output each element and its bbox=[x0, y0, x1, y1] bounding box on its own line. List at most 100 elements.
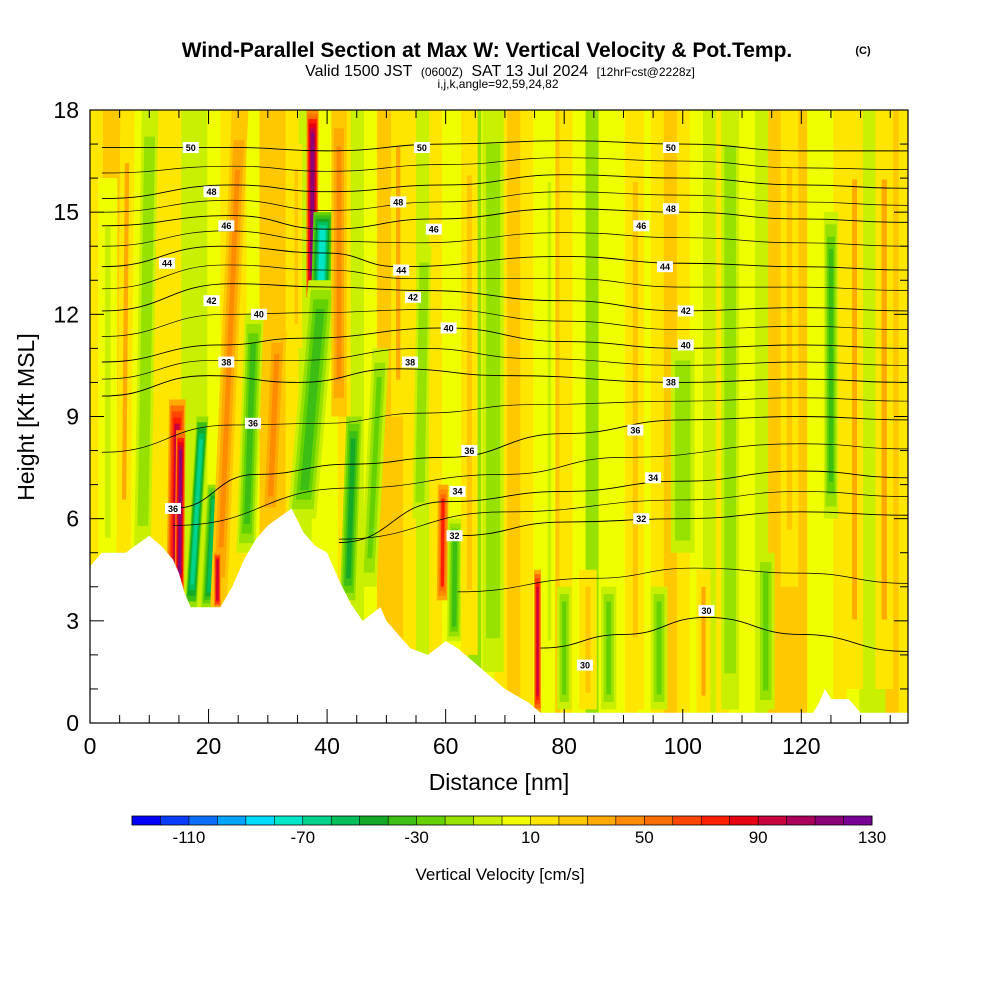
contour-label-text: 40 bbox=[254, 310, 264, 320]
colorbar-swatch bbox=[473, 816, 503, 825]
velocity-cell bbox=[216, 559, 219, 601]
velocity-cell bbox=[294, 168, 299, 324]
colorbar-tick-label: -30 bbox=[404, 828, 429, 847]
plot-area: 50 50 50 48 48 48 46 46 46 44 44 44 42 42 42 40 40 40 38 38… bbox=[90, 110, 908, 723]
contour-label-text: 32 bbox=[450, 531, 460, 541]
velocity-cell bbox=[828, 248, 834, 482]
velocity-cell bbox=[300, 308, 325, 491]
contour-label: 32 bbox=[633, 513, 650, 525]
theta-contour-48 bbox=[101, 174, 908, 199]
contour-label-text: 44 bbox=[660, 262, 670, 272]
contour-label-text: 50 bbox=[186, 143, 196, 153]
velocity-band bbox=[402, 110, 417, 723]
contour-label-text: 38 bbox=[666, 378, 676, 388]
y-tick-label: 15 bbox=[53, 199, 79, 225]
contour-label: 46 bbox=[218, 220, 235, 232]
contour-label-text: 46 bbox=[221, 221, 231, 231]
velocity-cell bbox=[466, 175, 472, 590]
y-tick-label: 9 bbox=[66, 404, 79, 430]
colorbar-tick-label: -110 bbox=[173, 828, 206, 847]
contour-labels: 50 50 50 48 48 48 46 46 46 44 44 44 42 42 42 40 40 40 38 38… bbox=[159, 141, 715, 671]
contour-label: 38 bbox=[662, 376, 679, 388]
contour-label-text: 34 bbox=[452, 487, 462, 497]
colorbar-swatch bbox=[132, 816, 161, 825]
contour-label-text: 40 bbox=[681, 340, 691, 350]
x-tick-label: 40 bbox=[314, 733, 340, 759]
contour-label: 40 bbox=[440, 322, 457, 334]
theta-contour-minor bbox=[101, 308, 908, 337]
velocity-cell bbox=[536, 586, 539, 696]
colorbar-title: Vertical Velocity [cm/s] bbox=[415, 865, 584, 884]
contour-label: 36 bbox=[627, 424, 644, 436]
contour-label: 50 bbox=[662, 141, 679, 153]
contour-label: 36 bbox=[461, 445, 478, 457]
colorbar-swatch bbox=[644, 816, 674, 825]
theta-contour-minor bbox=[338, 491, 908, 540]
contour-label: 48 bbox=[390, 196, 407, 208]
velocity-cell bbox=[104, 227, 111, 538]
velocity-cell bbox=[727, 181, 733, 638]
contour-label: 38 bbox=[218, 356, 235, 368]
contour-label-text: 38 bbox=[221, 357, 231, 367]
colorbar-tick-label: 90 bbox=[749, 828, 768, 847]
velocity-cell bbox=[336, 146, 342, 380]
colorbar-swatch bbox=[331, 816, 360, 825]
velocity-cell bbox=[786, 167, 793, 530]
theta-contour-minor bbox=[101, 230, 908, 247]
velocity-cell bbox=[190, 439, 203, 585]
colorbar-swatch bbox=[758, 816, 787, 825]
colorbar-swatch bbox=[729, 816, 759, 825]
contour-label: 40 bbox=[250, 308, 267, 320]
colorbar-swatch bbox=[672, 816, 702, 825]
y-axis-tick-labels: 0 3 6 9 12 15 18 bbox=[53, 97, 79, 736]
velocity-cell bbox=[562, 601, 567, 695]
theta-contour-34 bbox=[338, 470, 908, 543]
x-axis-label: Distance [nm] bbox=[429, 769, 570, 795]
colorbar-tick-label: 130 bbox=[858, 828, 886, 847]
velocity-band bbox=[507, 110, 521, 723]
contour-label-text: 48 bbox=[207, 187, 217, 197]
colorbar-swatch bbox=[274, 816, 304, 825]
y-tick-label: 3 bbox=[66, 608, 79, 634]
colorbar-swatch bbox=[245, 816, 275, 825]
colorbar bbox=[131, 815, 873, 826]
colorbar-swatch bbox=[388, 816, 417, 825]
colorbar-swatch bbox=[302, 816, 332, 825]
chart-subtitle: Valid 1500 JST (0600Z) SAT 13 Jul 2024 [… bbox=[305, 63, 695, 80]
y-axis-label: Height [Kft MSL] bbox=[13, 333, 39, 500]
colorbar-swatch bbox=[502, 816, 531, 825]
contour-label: 44 bbox=[159, 257, 176, 269]
colorbar-swatch bbox=[160, 816, 190, 825]
velocity-cell bbox=[206, 499, 217, 593]
velocity-cell bbox=[244, 342, 257, 525]
y-tick-label: 12 bbox=[53, 301, 79, 327]
colorbar-swatch bbox=[530, 816, 560, 825]
theta-contour-minor bbox=[457, 567, 908, 593]
theta-contour-38 bbox=[101, 368, 908, 397]
contour-label-text: 42 bbox=[408, 293, 418, 303]
colorbar-swatch bbox=[786, 816, 816, 825]
colorbar-swatch bbox=[558, 816, 588, 825]
theta-contour-minor bbox=[101, 264, 908, 291]
contour-label-text: 44 bbox=[162, 259, 172, 269]
colorbar-swatch bbox=[843, 816, 873, 825]
velocity-cell bbox=[452, 533, 458, 627]
velocity-cell bbox=[701, 586, 706, 696]
contour-label-text: 38 bbox=[405, 357, 415, 367]
potential-temperature-contours bbox=[101, 140, 908, 652]
contour-label: 32 bbox=[446, 530, 463, 542]
contour-label: 42 bbox=[203, 295, 220, 307]
contour-label: 46 bbox=[633, 220, 650, 232]
contour-label-text: 46 bbox=[429, 224, 439, 234]
theta-contour-50 bbox=[101, 140, 908, 152]
contour-label-text: 36 bbox=[248, 419, 258, 429]
contour-label: 50 bbox=[413, 141, 430, 153]
velocity-cell bbox=[763, 571, 769, 691]
contour-label: 48 bbox=[662, 203, 679, 215]
x-axis-tick-labels: 0 20 40 60 80 100 120 bbox=[84, 733, 821, 759]
contour-label: 48 bbox=[203, 186, 220, 198]
velocity-cell bbox=[121, 163, 130, 500]
x-tick-label: 80 bbox=[551, 733, 577, 759]
x-tick-label: 60 bbox=[433, 733, 459, 759]
theta-contour-30 bbox=[540, 616, 908, 652]
